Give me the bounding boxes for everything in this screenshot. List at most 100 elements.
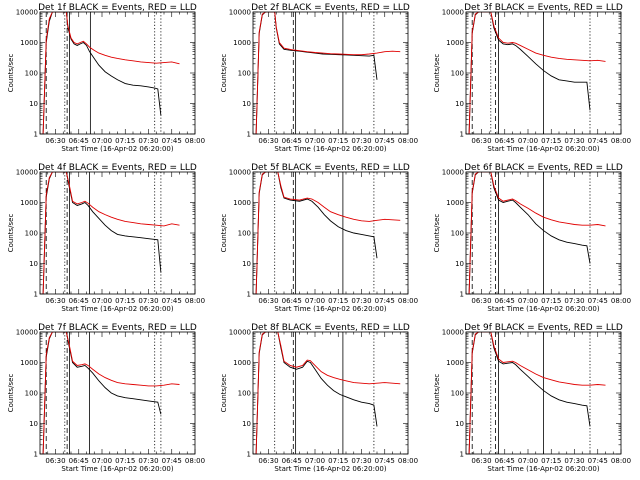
panel-title: Det 8f BLACK = Events, RED = LLD xyxy=(251,323,410,333)
x-axis-label: Start Time (16-Apr-02 06:20:00) xyxy=(61,145,173,153)
x-tick-label: 07:15 xyxy=(541,297,561,305)
y-tick-label: 1000 xyxy=(446,199,464,207)
series-events-line xyxy=(466,172,591,294)
series-lld-line xyxy=(40,172,180,294)
x-tick-label: 06:30 xyxy=(471,137,491,145)
series-events-line xyxy=(253,12,378,134)
panel-title: Det 9f BLACK = Events, RED = LLD xyxy=(464,323,623,333)
y-tick-label: 10 xyxy=(455,100,464,108)
x-axis-label: Start Time (16-Apr-02 06:20:00) xyxy=(61,305,173,313)
y-tick-label: 100 xyxy=(451,230,464,238)
x-tick-label: 08:00 xyxy=(611,457,631,465)
x-tick-label: 07:45 xyxy=(375,297,395,305)
plot-frame xyxy=(39,11,196,135)
x-tick-label: 08:00 xyxy=(611,297,631,305)
y-tick-label: 100 xyxy=(451,70,464,78)
panel-7: Det 7f BLACK = Events, RED = LLD 1 10 100 10… xyxy=(7,323,205,473)
x-tick-label: 07:00 xyxy=(92,297,112,305)
y-tick-label: 1 xyxy=(247,451,251,459)
y-tick-label: 10000 xyxy=(442,329,464,337)
series-lld-line xyxy=(466,172,606,294)
panel-title: Det 6f BLACK = Events, RED = LLD xyxy=(464,163,623,173)
y-tick-label: 100 xyxy=(238,390,251,398)
series-lld-line xyxy=(40,12,180,134)
y-axis-label: Counts/sec xyxy=(7,54,15,93)
x-axis-label: Start Time (16-Apr-02 06:20:00) xyxy=(274,305,386,313)
y-tick-label: 10000 xyxy=(16,9,38,17)
x-tick-label: 07:15 xyxy=(115,297,135,305)
series-lld-line xyxy=(40,332,180,454)
x-axis-label: Start Time (16-Apr-02 06:20:00) xyxy=(487,305,599,313)
x-tick-label: 07:15 xyxy=(115,137,135,145)
panel-1: Det 1f BLACK = Events, RED = LLD 1 10 100 10… xyxy=(7,3,205,153)
x-tick-label: 07:15 xyxy=(115,457,135,465)
panel-title: Det 3f BLACK = Events, RED = LLD xyxy=(464,3,623,13)
x-tick-label: 07:15 xyxy=(328,457,348,465)
x-tick-label: 07:00 xyxy=(518,457,538,465)
x-tick-label: 06:45 xyxy=(282,457,302,465)
plot-frame xyxy=(252,331,409,455)
panel-title: Det 5f BLACK = Events, RED = LLD xyxy=(251,163,410,173)
x-axis-label: Start Time (16-Apr-02 06:20:00) xyxy=(274,145,386,153)
x-tick-label: 07:30 xyxy=(564,137,584,145)
y-tick-label: 10000 xyxy=(229,169,251,177)
plot-frame xyxy=(39,171,196,295)
x-tick-label: 06:30 xyxy=(258,457,278,465)
x-tick-label: 07:15 xyxy=(541,137,561,145)
x-tick-label: 07:00 xyxy=(305,457,325,465)
x-tick-label: 07:30 xyxy=(138,297,158,305)
series-events-line xyxy=(40,172,162,294)
x-tick-label: 06:45 xyxy=(282,297,302,305)
x-tick-label: 08:00 xyxy=(185,457,205,465)
x-tick-label: 07:45 xyxy=(162,137,182,145)
y-tick-label: 10000 xyxy=(16,329,38,337)
y-axis-label: Counts/sec xyxy=(433,374,441,413)
x-tick-label: 07:45 xyxy=(375,457,395,465)
y-tick-label: 10000 xyxy=(16,169,38,177)
y-tick-label: 1000 xyxy=(446,39,464,47)
x-tick-label: 07:15 xyxy=(541,457,561,465)
x-tick-label: 08:00 xyxy=(398,457,418,465)
y-axis-label: Counts/sec xyxy=(433,54,441,93)
x-axis-label: Start Time (16-Apr-02 06:20:00) xyxy=(274,465,386,473)
series-events-line xyxy=(466,12,591,134)
x-tick-label: 06:45 xyxy=(69,137,89,145)
x-tick-label: 06:30 xyxy=(45,297,65,305)
panel-2: Det 2f BLACK = Events, RED = LLD 1 10 100 10… xyxy=(220,3,418,153)
y-axis-label: Counts/sec xyxy=(220,54,228,93)
panel-4: Det 4f BLACK = Events, RED = LLD 1 10 100 10… xyxy=(7,163,205,313)
y-tick-label: 1 xyxy=(247,131,251,139)
y-axis-label: Counts/sec xyxy=(7,374,15,413)
panel-title: Det 1f BLACK = Events, RED = LLD xyxy=(38,3,197,13)
y-tick-label: 10000 xyxy=(442,169,464,177)
x-tick-label: 08:00 xyxy=(398,297,418,305)
x-tick-label: 07:00 xyxy=(518,297,538,305)
x-tick-label: 06:45 xyxy=(282,137,302,145)
x-tick-label: 07:00 xyxy=(92,137,112,145)
y-tick-label: 10 xyxy=(29,420,38,428)
series-events-line xyxy=(253,172,378,294)
y-tick-label: 10000 xyxy=(229,329,251,337)
x-tick-label: 07:30 xyxy=(564,297,584,305)
y-tick-label: 1 xyxy=(460,291,464,299)
y-tick-label: 1 xyxy=(247,291,251,299)
y-axis-label: Counts/sec xyxy=(433,214,441,253)
x-tick-label: 06:30 xyxy=(471,297,491,305)
y-tick-label: 100 xyxy=(451,390,464,398)
x-tick-label: 06:30 xyxy=(471,457,491,465)
x-tick-label: 07:15 xyxy=(328,137,348,145)
y-tick-label: 10000 xyxy=(229,9,251,17)
x-tick-label: 08:00 xyxy=(185,137,205,145)
y-tick-label: 10 xyxy=(29,260,38,268)
series-events-line xyxy=(253,332,378,454)
y-axis-label: Counts/sec xyxy=(220,214,228,253)
y-axis-label: Counts/sec xyxy=(220,374,228,413)
y-tick-label: 10 xyxy=(242,260,251,268)
series-events-line xyxy=(466,332,591,454)
x-tick-label: 07:45 xyxy=(375,137,395,145)
x-tick-label: 08:00 xyxy=(185,297,205,305)
x-tick-label: 07:45 xyxy=(588,297,608,305)
y-tick-label: 1000 xyxy=(20,39,38,47)
x-tick-label: 06:30 xyxy=(258,137,278,145)
